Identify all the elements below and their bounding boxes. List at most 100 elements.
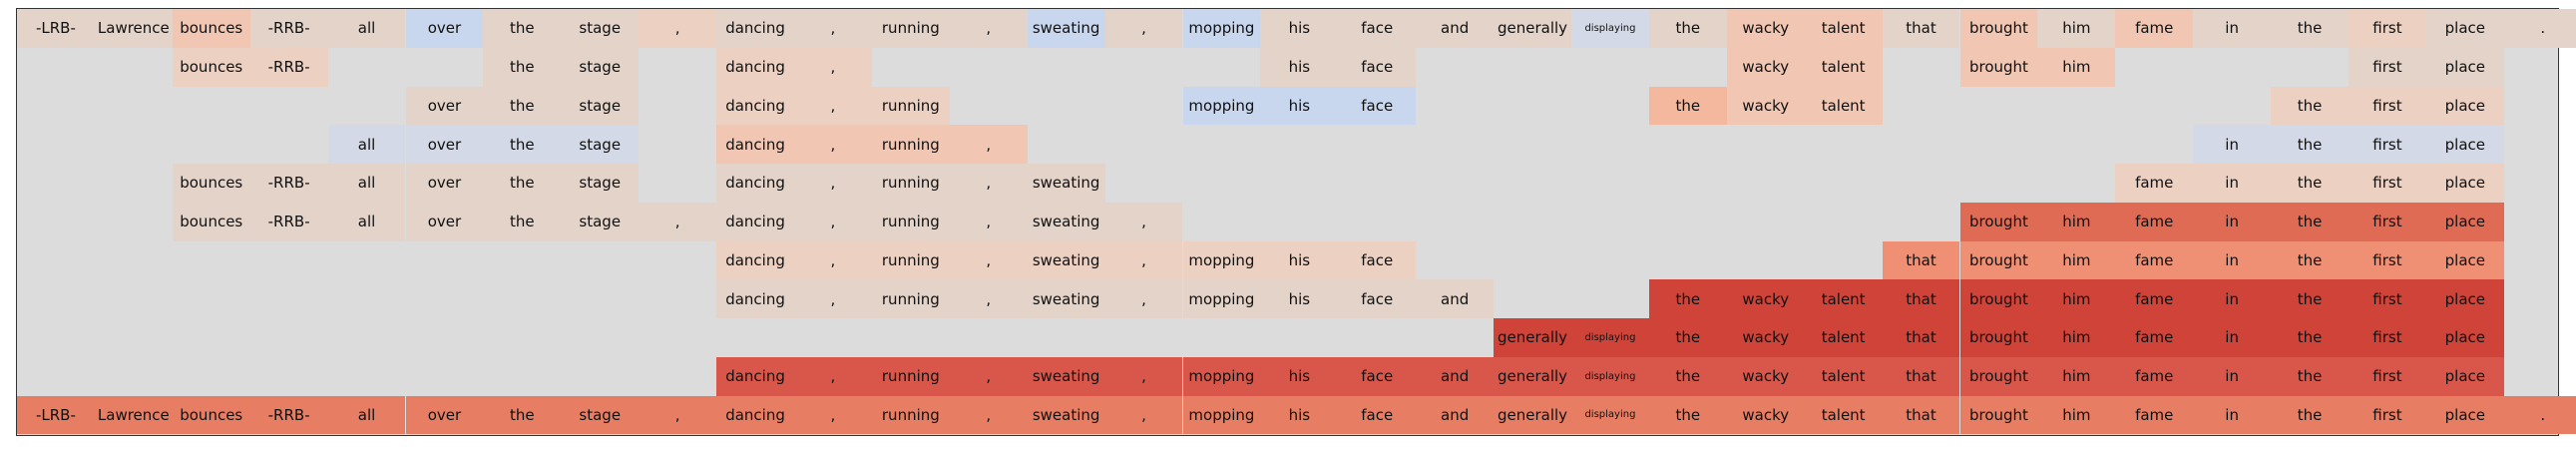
token-cell: over (405, 395, 484, 435)
token-cell: dancing (716, 395, 794, 435)
token-cell: the (1648, 356, 1727, 396)
token-cell: , (1104, 395, 1183, 435)
token-cell: his (1260, 356, 1339, 396)
token-cell: mopping (1182, 86, 1261, 126)
token-cell: the (1648, 279, 1727, 318)
token-cell: sweating (1027, 395, 1105, 435)
token-cell: , (794, 279, 872, 318)
token-cell: face (1338, 86, 1417, 126)
token-cell: , (949, 356, 1028, 396)
token-cell: him (2037, 240, 2116, 280)
token-cell: , (1104, 240, 1183, 280)
token-cell: . (2503, 9, 2576, 48)
token-cell: displaying (1571, 9, 1649, 48)
token-cell: place (2425, 279, 2504, 318)
token-cell: stage (561, 395, 640, 435)
token-cell: , (1104, 9, 1183, 48)
token-cell: the (483, 164, 562, 203)
token-cell: in (2193, 356, 2272, 396)
token-cell: him (2037, 47, 2116, 87)
token-cell: place (2425, 164, 2504, 203)
token-cell: and (1416, 395, 1495, 435)
token-cell: dancing (716, 86, 794, 126)
token-cell: talent (1804, 395, 1883, 435)
token-cell: stage (561, 9, 640, 48)
token-cell: the (2271, 395, 2349, 435)
token-cell: that (1882, 9, 1960, 48)
token-cell: the (2271, 318, 2349, 357)
token-cell: over (405, 86, 484, 126)
token-cell: first (2349, 356, 2426, 396)
token-cell: wacky (1726, 318, 1805, 357)
token-cell: , (1104, 356, 1183, 396)
token-cell: -RRB- (249, 395, 328, 435)
token-cell: bounces (172, 9, 250, 48)
token-cell: and (1416, 279, 1495, 318)
token-cell: place (2425, 240, 2504, 280)
token-cell: the (483, 47, 562, 87)
token-cell: running (871, 279, 950, 318)
token-cell: brought (1959, 9, 2038, 48)
token-cell: his (1260, 9, 1339, 48)
token-cell: place (2425, 9, 2504, 48)
token-cell: running (871, 202, 950, 241)
token-cell: , (794, 202, 872, 241)
token-cell: face (1338, 240, 1417, 280)
token-cell: the (2271, 240, 2349, 280)
token-cell: him (2037, 202, 2116, 241)
token-cell: the (1648, 9, 1727, 48)
token-cell: , (639, 9, 717, 48)
token-cell: generally (1494, 395, 1571, 435)
token-cell: sweating (1027, 202, 1105, 241)
token-cell: -LRB- (17, 395, 95, 435)
token-cell: , (794, 240, 872, 280)
token-cell: fame (2115, 240, 2194, 280)
token-cell: first (2349, 86, 2426, 126)
token-cell: sweating (1027, 279, 1105, 318)
token-cell: in (2193, 318, 2272, 357)
token-cell: him (2037, 9, 2116, 48)
token-cell: stage (561, 164, 640, 203)
token-cell: first (2349, 164, 2426, 203)
token-cell: all (327, 125, 406, 164)
token-cell: his (1260, 47, 1339, 87)
token-cell: and (1416, 9, 1495, 48)
token-cell: place (2425, 202, 2504, 241)
token-cell: first (2349, 125, 2426, 164)
token-cell: the (2271, 356, 2349, 396)
token-cell: face (1338, 47, 1417, 87)
token-cell: -LRB- (17, 9, 95, 48)
token-cell: in (2193, 395, 2272, 435)
token-cell: Lawrence (94, 395, 173, 435)
token-cell: over (405, 164, 484, 203)
token-cell: -RRB- (249, 9, 328, 48)
token-cell: , (1104, 202, 1183, 241)
token-cell: all (327, 9, 406, 48)
token-cell: dancing (716, 9, 794, 48)
token-cell: face (1338, 279, 1417, 318)
token-cell: -RRB- (249, 164, 328, 203)
token-cell: the (2271, 86, 2349, 126)
token-cell: the (2271, 125, 2349, 164)
token-cell: , (794, 164, 872, 203)
token-cell: , (794, 9, 872, 48)
token-cell: that (1882, 318, 1960, 357)
token-cell: displaying (1571, 356, 1649, 396)
token-cell: and (1416, 356, 1495, 396)
token-cell: sweating (1027, 356, 1105, 396)
token-cell: all (327, 164, 406, 203)
token-cell: wacky (1726, 279, 1805, 318)
token-cell: first (2349, 318, 2426, 357)
token-cell: all (327, 202, 406, 241)
token-cell: face (1338, 356, 1417, 396)
token-cell: first (2349, 9, 2426, 48)
token-cell: , (794, 86, 872, 126)
token-cell: running (871, 356, 950, 396)
token-cell: , (639, 202, 717, 241)
attribution-grid: -LRB- Lawrence bounces -RRB-all over the stage… (16, 8, 2576, 436)
token-cell: that (1882, 279, 1960, 318)
token-cell: running (871, 164, 950, 203)
token-cell: fame (2115, 279, 2194, 318)
token-cell: place (2425, 47, 2504, 87)
token-cell: , (794, 395, 872, 435)
